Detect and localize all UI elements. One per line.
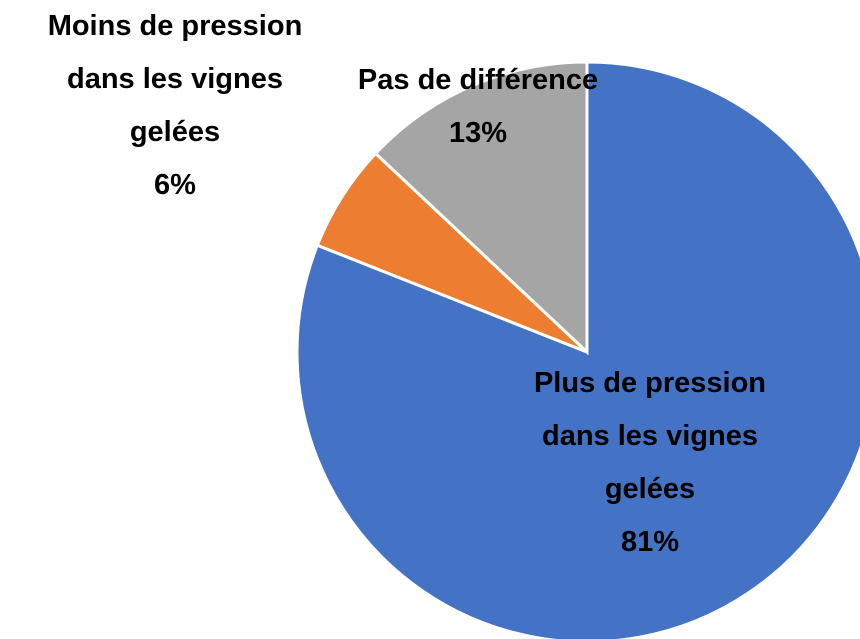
pie-slice [295, 60, 860, 639]
category-label: Pas de différence [357, 64, 599, 96]
value-label: 81% [620, 526, 680, 558]
data-label: Pas de différence 13% [318, 54, 638, 160]
category-label: Plus de pression dans les vignes gelées [533, 367, 767, 505]
value-label: 13% [448, 117, 508, 149]
value-label: 6% [154, 169, 196, 201]
category-label: Moins de pression dans les vignes gelées [47, 10, 303, 148]
data-label: Plus de pression dans les vignes gelées 8… [530, 357, 770, 569]
pie-slice [373, 60, 589, 356]
data-label: Moins de pression dans les vignes gelées… [25, 0, 325, 212]
